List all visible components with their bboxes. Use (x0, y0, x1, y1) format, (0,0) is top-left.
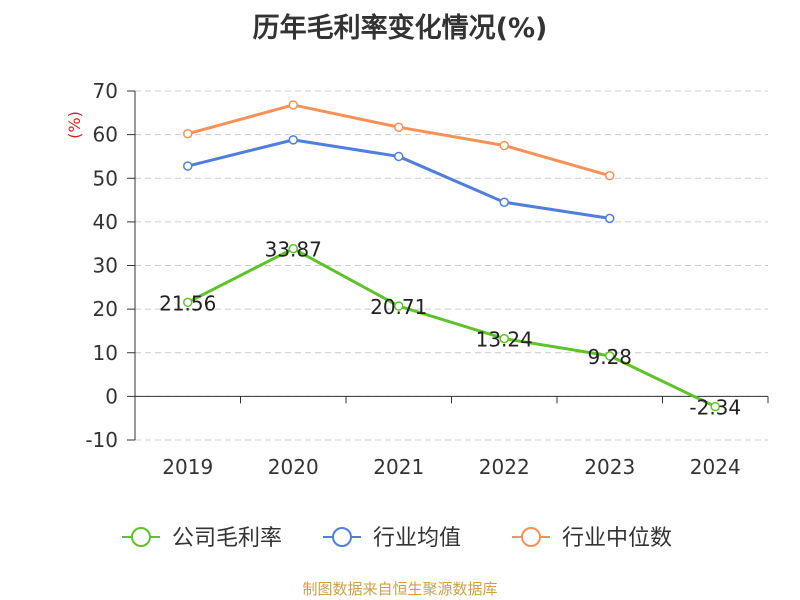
x-tick-label: 2024 (690, 455, 741, 479)
data-point (183, 161, 193, 171)
data-point (288, 135, 298, 145)
y-tick-label: 60 (93, 123, 118, 147)
legend-label: 公司毛利率 (172, 526, 282, 551)
x-tick-label: 2019 (162, 455, 213, 479)
data-point (394, 301, 404, 311)
y-tick-label: 0 (105, 384, 118, 408)
x-tick-label: 2022 (479, 455, 530, 479)
x-tick-label: 2021 (373, 455, 424, 479)
series-line (187, 103, 611, 178)
x-tick-label: 2023 (584, 455, 635, 479)
legend-marker (521, 527, 541, 547)
data-label: 9.28 (587, 345, 632, 369)
data-label: 21.56 (159, 291, 216, 315)
y-tick-label: -10 (85, 428, 118, 452)
series-line (187, 247, 716, 408)
data-label: -2.34 (689, 396, 741, 420)
data-point (605, 213, 615, 224)
series-line (187, 138, 610, 220)
data-point (394, 151, 404, 162)
data-point (499, 333, 509, 344)
legend-label: 行业均值 (373, 526, 461, 551)
legend-marker (332, 527, 352, 547)
y-tick-label: 10 (93, 341, 118, 365)
data-point (605, 170, 615, 181)
chart-title: 历年毛利率变化情况(%) (252, 13, 548, 44)
y-tick-label: 30 (93, 254, 118, 278)
legend-marker (131, 527, 151, 547)
data-point (499, 197, 509, 207)
y-tick-label: 40 (93, 210, 118, 234)
data-point (710, 401, 720, 412)
data-point (605, 351, 615, 361)
y-tick-label: 50 (93, 166, 118, 190)
legend-label: 行业中位数 (562, 526, 672, 551)
x-tick-label: 2020 (268, 455, 319, 479)
data-point (394, 122, 404, 132)
data-point (183, 297, 193, 308)
data-label: 33.87 (265, 238, 322, 262)
data-point (288, 100, 298, 110)
data-point (499, 140, 509, 151)
y-axis-label: (%) (65, 111, 84, 139)
data-label: 20.71 (370, 295, 427, 319)
data-source-note: 制图数据来自恒生聚源数据库 (302, 580, 498, 598)
data-point (183, 129, 193, 139)
data-label: 13.24 (476, 328, 533, 352)
y-tick-label: 70 (93, 79, 118, 103)
y-tick-label: 20 (93, 297, 118, 321)
data-point (288, 243, 298, 254)
